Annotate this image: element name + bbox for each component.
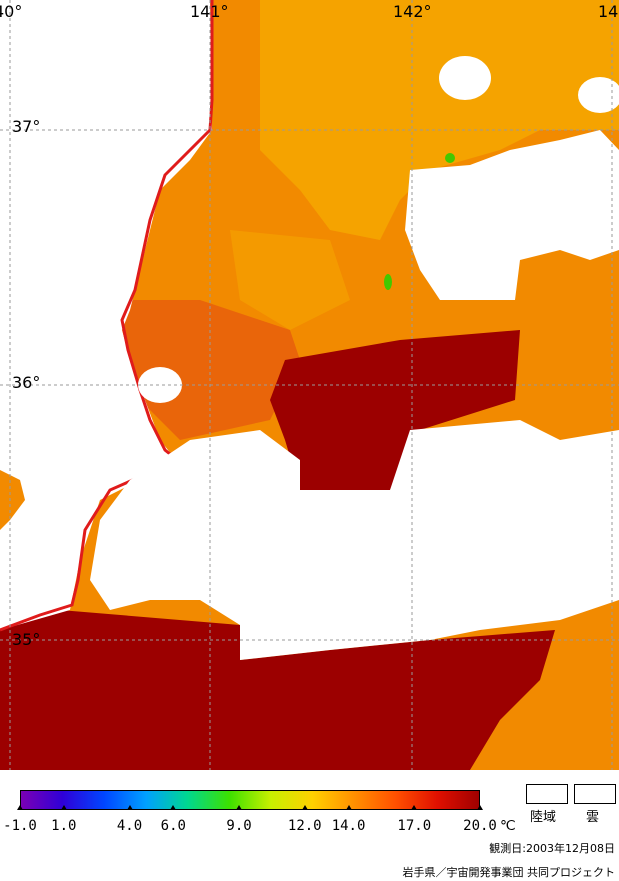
latitude-label-37: 37° [12, 117, 41, 136]
colorbar-tick-label: 17.0 [397, 818, 432, 834]
colorbar-tick-mark [17, 805, 23, 810]
colorbar-tick-label: 4.0 [116, 818, 143, 834]
land-key-label: 陸域 [530, 810, 557, 825]
colorbar-tick-label: 20.0 [463, 818, 497, 834]
legend: -1.0 1.0 4.0 6.0 9.0 12.0 14.0 17.0 20.0 ℃ 陸域 雲 … [0, 770, 619, 881]
latitude-label-36: 36° [12, 373, 41, 392]
colorbar-tick-label: 12.0 [287, 818, 322, 834]
colorbar-tick-mark [345, 805, 352, 810]
colorbar-tick-label: 14.0 [331, 818, 366, 834]
coastline [0, 0, 214, 632]
longitude-label-141: 141° [190, 2, 229, 21]
unit-label: ℃ [500, 818, 516, 834]
colorbar-tick-mark [60, 805, 67, 810]
colorbar-tick-mark [236, 805, 243, 810]
temperature-colorbar [20, 790, 480, 810]
colorbar-tick-mark [411, 805, 418, 810]
colorbar-tick-label: -1.0 [3, 818, 37, 834]
cloud-area [90, 420, 619, 660]
land-key-box [526, 784, 568, 804]
longitude-label-142: 142° [393, 2, 432, 21]
cloud-area [439, 56, 491, 100]
land-mass [0, 470, 25, 530]
cloud-area [138, 367, 182, 403]
cloud-area [405, 130, 619, 300]
observation-date: 観測日:2003年12月08日 [489, 842, 615, 855]
colorbar-tick-label: 1.0 [51, 818, 77, 834]
land-mass [0, 0, 212, 630]
sea-hot-region [270, 330, 520, 490]
colorbar-tick-mark [126, 805, 133, 810]
colorbar-tick-mark [170, 805, 177, 810]
sea-dark-band [120, 300, 300, 440]
sst-map: 40° 141° 142° 14 37° 36° 35° [0, 0, 619, 770]
cloud-area [578, 77, 619, 113]
credit-line: 岩手県／宇宙開発事業団 共同プロジェクト [402, 866, 616, 879]
longitude-label-143: 14 [598, 2, 619, 21]
longitude-label-140: 40° [0, 2, 23, 21]
latitude-label-35: 35° [12, 630, 41, 649]
cloud-key-box [574, 784, 616, 804]
sea-light-patch [230, 230, 350, 330]
sst-map-canvas [0, 0, 619, 770]
sea-light-patch [260, 0, 619, 240]
colorbar-tick-mark [477, 805, 483, 810]
colorbar-tick-label: 6.0 [160, 818, 186, 834]
colorbar-tick-label: 9.0 [226, 818, 252, 834]
sea-hot-region [0, 610, 555, 770]
cool-water-speck [384, 274, 392, 290]
cloud-key-label: 雲 [586, 810, 600, 825]
colorbar-tick-mark [301, 805, 308, 810]
graticule [0, 0, 619, 770]
cool-water-speck [445, 153, 455, 163]
